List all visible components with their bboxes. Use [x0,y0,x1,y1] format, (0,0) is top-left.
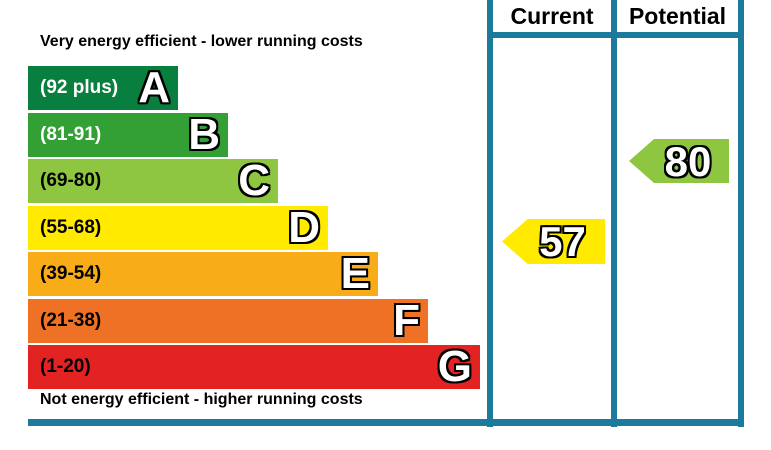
bottom-caption: Not energy efficient - higher running co… [40,391,363,408]
header-underline [487,32,744,38]
band-range-label: (81-91) [40,124,102,145]
band-letter: F [393,296,420,345]
top-caption: Very energy efficient - lower running co… [40,33,363,50]
band-row-D: (55-68) D [28,206,328,250]
band-row-F: (21-38) F [28,299,428,343]
current-column-header: Current [510,3,594,29]
band-row-C: (69-80) C [28,159,278,203]
band-range-label: (39-54) [40,263,102,284]
band-letter: A [138,63,170,112]
band-letter: G [437,342,472,391]
band-letter: D [288,203,320,252]
potential-column-header: Potential [628,3,727,29]
band-row-E: (39-54) E [28,252,378,296]
column-border-left [487,0,493,427]
band-row-B: (81-91) B [28,113,228,157]
column-border-middle [611,0,617,427]
band-letter: B [188,110,220,159]
band-letter: C [238,156,270,205]
band-letter: E [340,249,370,298]
potential-rating-arrow: 80 [629,139,729,183]
band-range-label: (92 plus) [40,77,119,98]
band-range-label: (21-38) [40,310,102,331]
band-range-label: (1-20) [40,356,91,377]
column-border-right [738,0,744,427]
band-row-A: (92 plus) A [28,66,178,110]
band-range-label: (55-68) [40,217,102,238]
current-rating-arrow: 57 [502,219,605,264]
band-range-label: (69-80) [40,170,102,191]
band-row-G: (1-20) G [28,345,480,389]
current-rating-value: 57 [539,218,586,265]
potential-rating-value: 80 [664,138,712,185]
bottom-rule [28,419,744,426]
